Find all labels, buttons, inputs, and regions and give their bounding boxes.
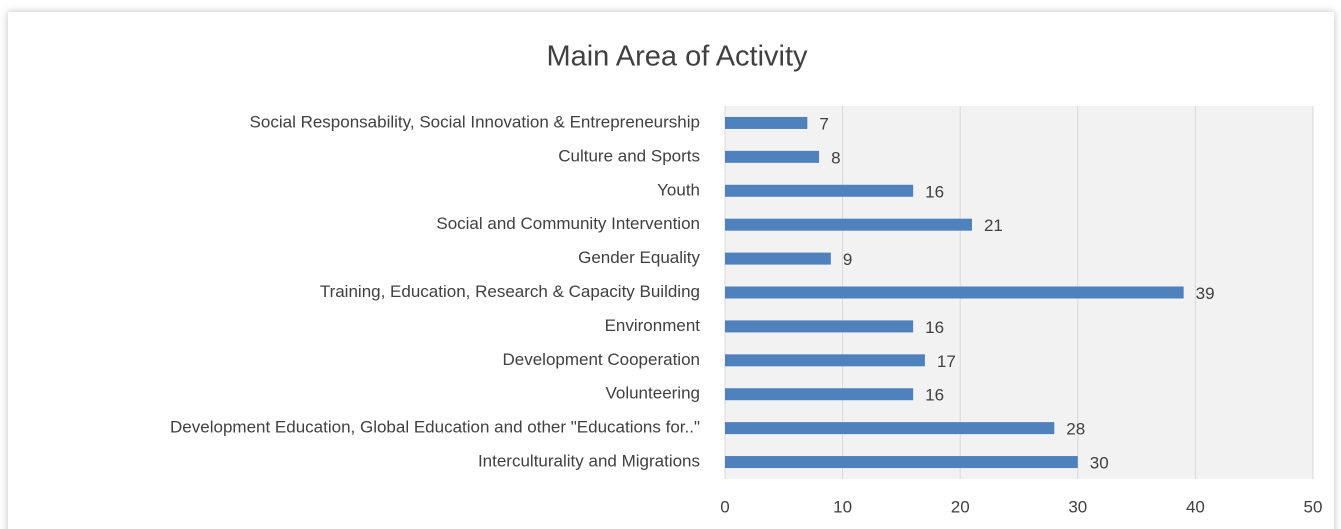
y-tick-label: Culture and Sports — [558, 146, 700, 165]
data-label: 7 — [819, 114, 828, 133]
bar — [725, 388, 914, 401]
bar — [725, 218, 972, 231]
x-tick-label: 0 — [720, 497, 729, 516]
bar — [725, 252, 831, 265]
y-tick-label: Youth — [657, 180, 700, 199]
bar — [725, 184, 914, 197]
x-tick-label: 40 — [1186, 497, 1205, 516]
y-tick-label: Social Responsability, Social Innovation… — [250, 112, 700, 131]
data-label: 21 — [984, 216, 1003, 235]
bar — [725, 286, 1184, 299]
y-tick-label: Development Cooperation — [502, 350, 700, 369]
bar — [725, 354, 925, 367]
y-tick-label: Interculturality and Migrations — [478, 452, 700, 471]
data-label: 9 — [843, 250, 852, 269]
y-tick-label: Social and Community Intervention — [436, 214, 700, 233]
data-label: 16 — [925, 386, 944, 405]
x-tick-label: 10 — [833, 497, 852, 516]
chart-title: Main Area of Activity — [546, 41, 808, 73]
y-tick-label: Training, Education, Research & Capacity… — [320, 282, 700, 301]
y-tick-label: Gender Equality — [578, 248, 700, 267]
bar — [725, 150, 820, 163]
data-label: 16 — [925, 182, 944, 201]
y-tick-label: Development Education, Global Education … — [170, 418, 700, 437]
data-label: 8 — [831, 148, 840, 167]
x-tick-label: 20 — [951, 497, 970, 516]
y-tick-label: Volunteering — [605, 384, 700, 403]
y-tick-label: Environment — [605, 316, 701, 335]
data-label: 17 — [937, 352, 956, 371]
bar — [725, 456, 1078, 469]
data-label: 39 — [1196, 284, 1215, 303]
data-label: 16 — [925, 318, 944, 337]
bar — [725, 320, 914, 333]
x-tick-label: 50 — [1304, 497, 1323, 516]
data-label: 28 — [1066, 420, 1085, 439]
x-tick-label: 30 — [1068, 497, 1087, 516]
bar — [725, 116, 808, 129]
bar — [725, 422, 1055, 435]
data-label: 30 — [1090, 454, 1109, 473]
